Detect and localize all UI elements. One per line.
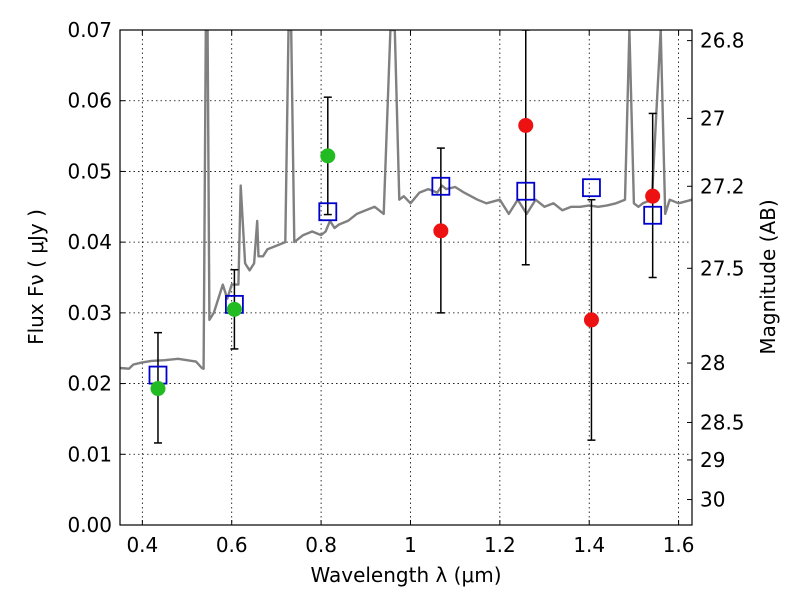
- y-tick-labels: 0.00 0.01 0.02 0.03 0.04 0.05 0.06 0.07: [67, 18, 112, 537]
- y2-tick-label: 27.2: [700, 174, 745, 198]
- y2-tick-label: 27.5: [700, 256, 745, 280]
- y2-tick-label: 28: [700, 351, 725, 375]
- x-tick-label: 0.8: [305, 533, 337, 557]
- x-tick-label: 1.2: [484, 533, 516, 557]
- model-band-square: [643, 205, 663, 225]
- observed-point: [320, 148, 336, 164]
- y-axis-label: Flux Fν ( μJy ): [24, 209, 48, 345]
- y-tick-label: 0.04: [67, 230, 112, 254]
- x-tick-labels: 0.4 0.6 0.8 1 1.2 1.4 1.6: [126, 533, 694, 557]
- y-tick-label: 0.01: [67, 442, 112, 466]
- y-tick-label: 0.07: [67, 18, 112, 42]
- x-axis-label: Wavelength λ (μm): [310, 563, 501, 587]
- y2-axis-label: Magnitude (AB): [756, 199, 780, 354]
- x-tick-label: 0.6: [216, 533, 248, 557]
- x-tick-label: 1: [404, 533, 417, 557]
- y2-tick-label: 30: [700, 488, 725, 512]
- observed-point: [518, 117, 534, 133]
- plot-background: [120, 30, 692, 525]
- y2-tick-label: 26.8: [700, 29, 745, 53]
- y2-tick-label: 28.5: [700, 410, 745, 434]
- y2-tick-labels: 26.8 27 27.2 27.5 28 28.5 29 30: [700, 29, 745, 512]
- model-band-square: [516, 181, 536, 201]
- y-tick-label: 0.06: [67, 89, 112, 113]
- model-band-square: [582, 178, 601, 198]
- y2-tick-label: 29: [700, 448, 725, 472]
- y-tick-label: 0.00: [67, 513, 112, 537]
- observed-point: [645, 188, 661, 204]
- model-band-square: [318, 202, 338, 222]
- model-band-square: [431, 176, 451, 196]
- x-tick-label: 0.4: [126, 533, 158, 557]
- x-tick-label: 1.4: [573, 533, 605, 557]
- spectrum-line: [120, 30, 692, 370]
- observed-point: [150, 381, 166, 397]
- y-tick-label: 0.02: [67, 372, 112, 396]
- y2-tick-label: 27: [700, 106, 725, 130]
- observed-point: [226, 301, 242, 317]
- observed-point: [583, 312, 599, 328]
- axis-ticks: [120, 29, 692, 526]
- model-spectrum: [120, 30, 692, 370]
- plot-frame: [119, 29, 693, 526]
- y-tick-label: 0.03: [67, 301, 112, 325]
- observed-points: [150, 117, 661, 397]
- x-tick-label: 1.6: [663, 533, 695, 557]
- y-tick-label: 0.05: [67, 159, 112, 183]
- observed-point: [433, 223, 449, 239]
